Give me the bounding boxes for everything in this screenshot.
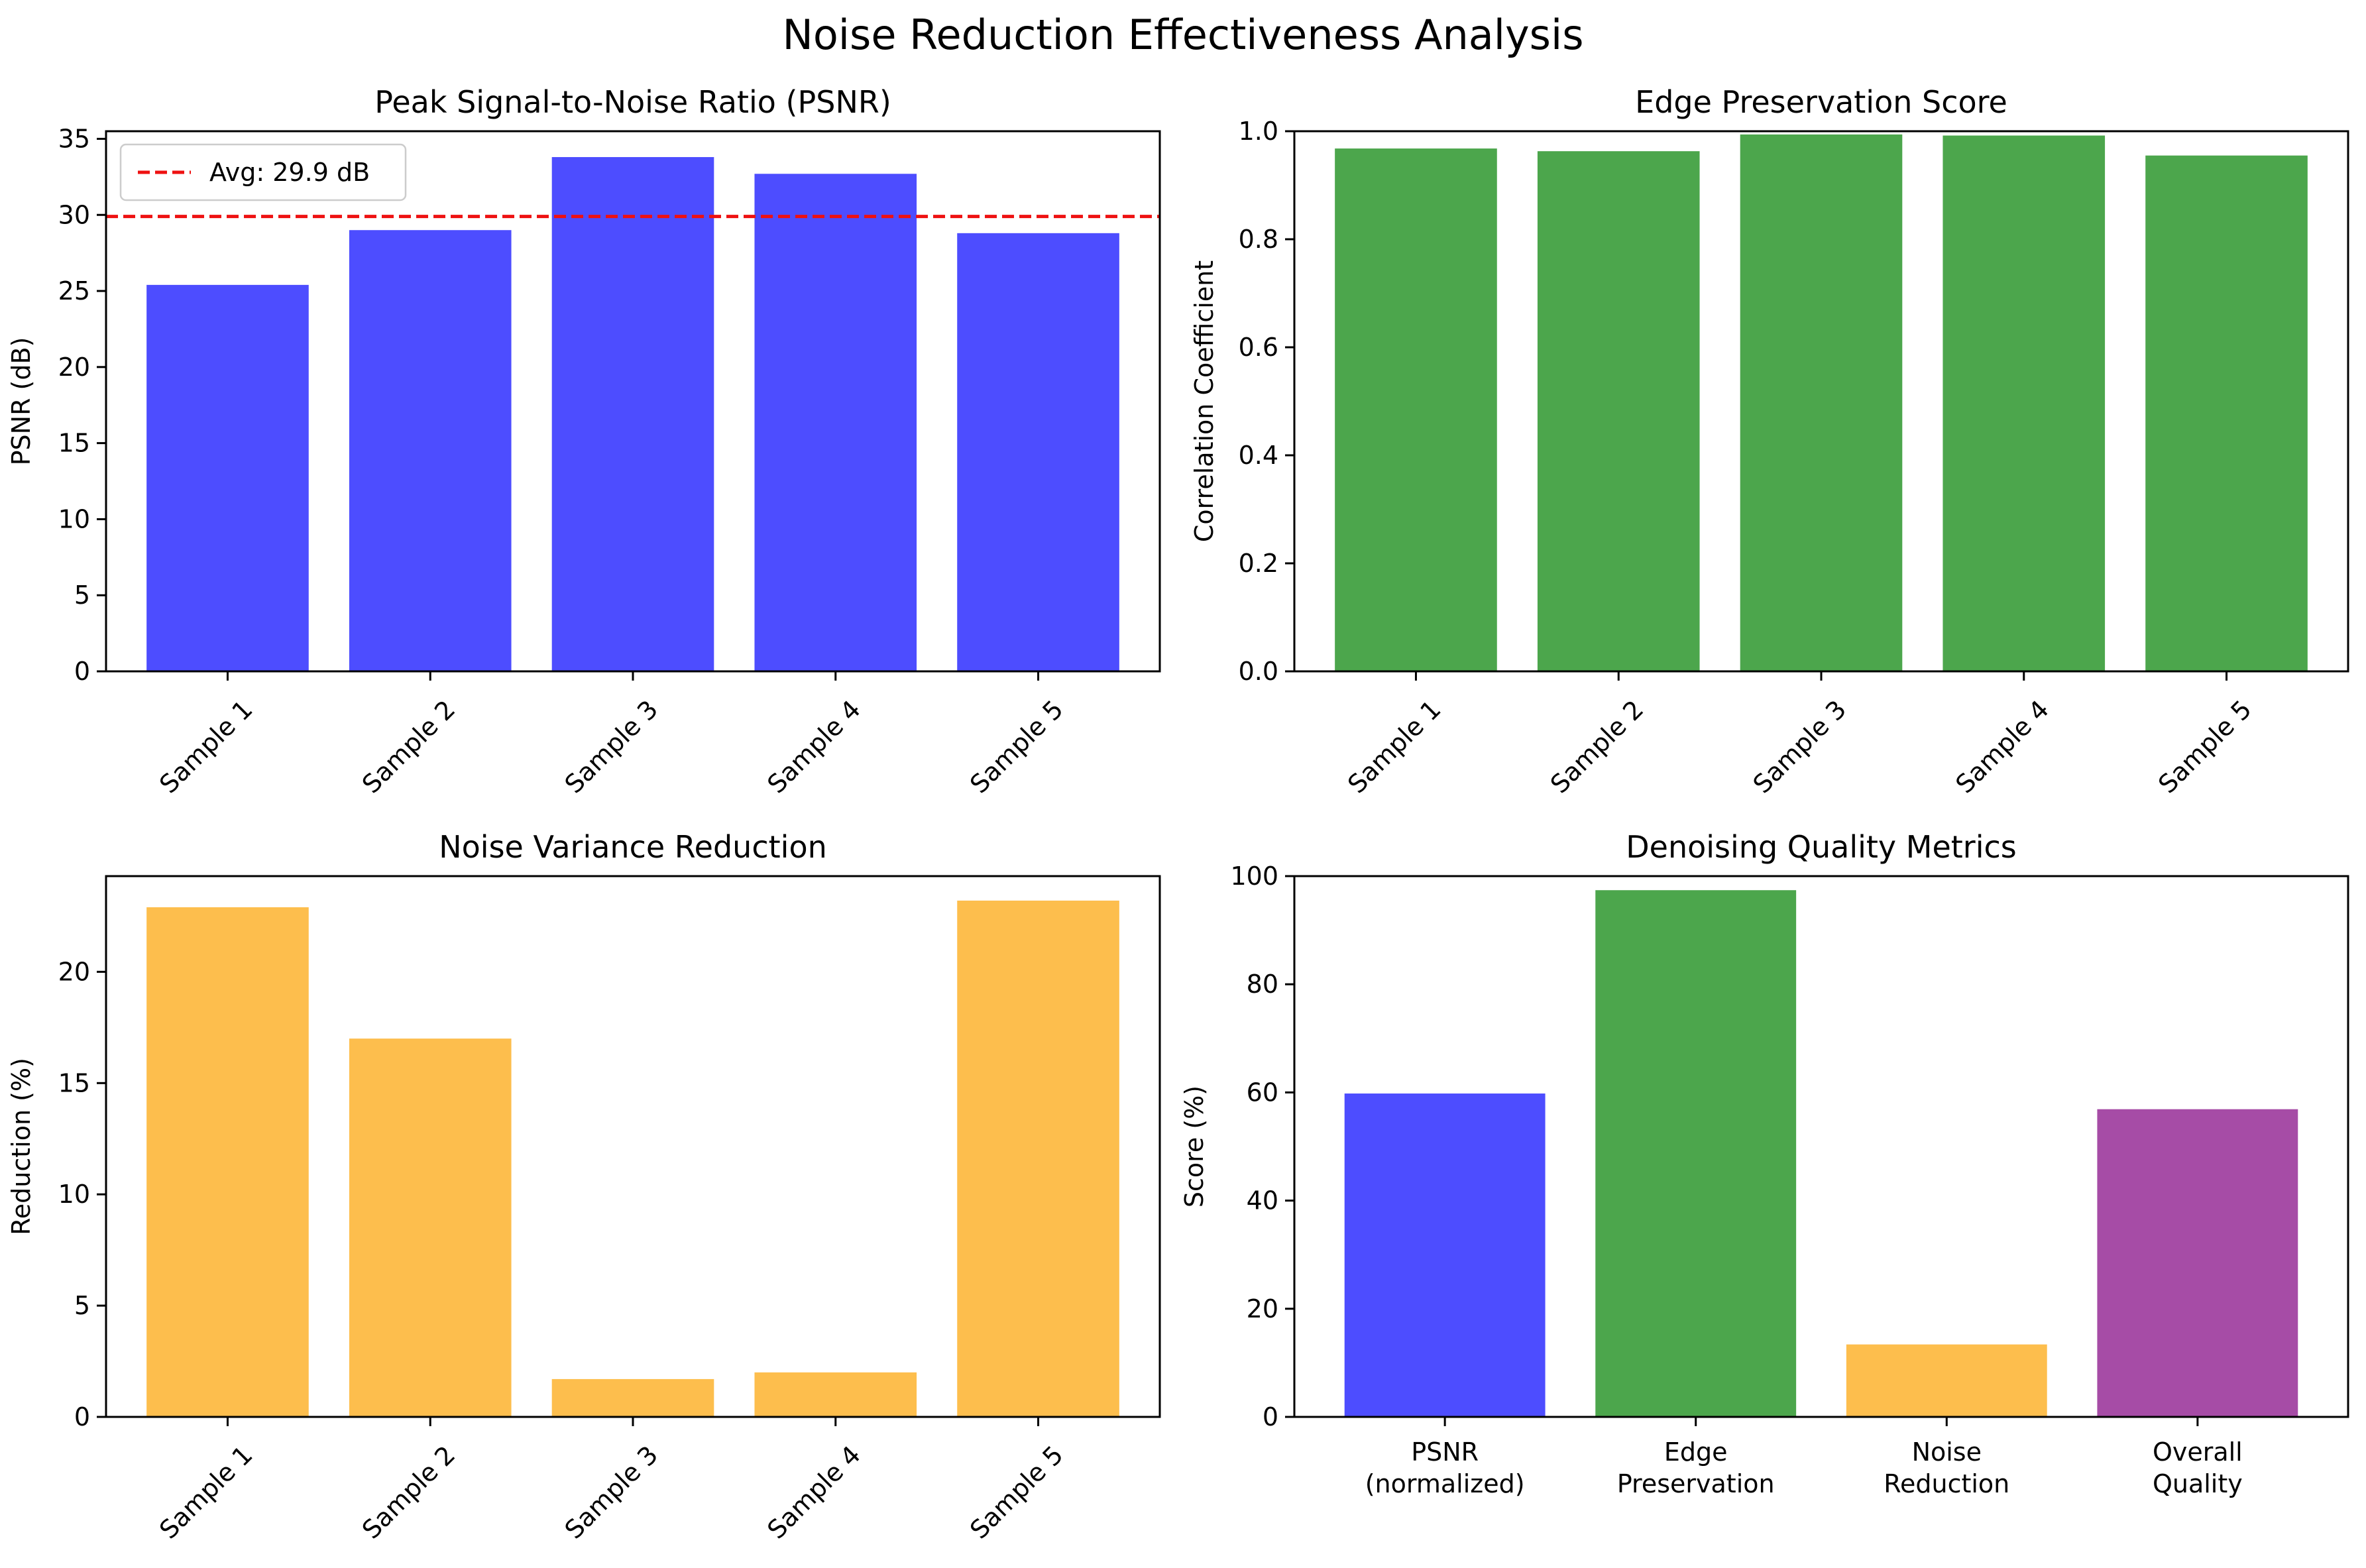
bar-noise-reduction	[1846, 1344, 2047, 1417]
y-tick-label: 20	[58, 353, 90, 382]
y-tick-label: 0.6	[1239, 333, 1278, 362]
legend: Avg: 29.9 dB	[119, 143, 407, 201]
bar-sample-4	[1943, 135, 2106, 671]
bar-edge-preservation	[1595, 890, 1797, 1417]
bar-sample-2	[349, 1038, 512, 1417]
bar-sample-5	[957, 900, 1119, 1417]
x-tick-label: Overall Quality	[2153, 1437, 2243, 1498]
y-tick-label: 10	[58, 1180, 90, 1209]
y-tick-label: 0	[74, 1402, 90, 1431]
bar-sample-1	[146, 907, 309, 1417]
x-tick-label: PSNR (normalized)	[1365, 1437, 1525, 1498]
y-tick-label: 0.2	[1239, 549, 1278, 578]
chart-title: Noise Variance Reduction	[439, 829, 827, 865]
bar-sample-5	[957, 233, 1119, 671]
y-tick-label: 5	[74, 581, 90, 610]
chart-title: Denoising Quality Metrics	[1626, 829, 2017, 865]
y-axis-label: Correlation Coefficient	[1190, 260, 1219, 542]
bar-sample-2	[1537, 151, 1700, 671]
y-tick-label: 15	[58, 429, 90, 458]
y-tick-label: 60	[1247, 1078, 1278, 1107]
bar-sample-1	[146, 284, 309, 671]
bar-sample-3	[1740, 134, 1903, 671]
y-tick-label: 0.0	[1239, 657, 1278, 686]
y-tick-label: 15	[58, 1068, 90, 1097]
legend-label: Avg: 29.9 dB	[209, 158, 370, 187]
bar-overall-quality	[2097, 1109, 2298, 1417]
y-tick-label: 0	[74, 657, 90, 686]
chart-title: Edge Preservation Score	[1635, 84, 2007, 120]
y-tick-label: 20	[58, 957, 90, 986]
chart-4: 0 20 40 60 80 100 PSNR (normalized) Edge Preserva…	[1180, 829, 2349, 1498]
figure-title: Noise Reduction Effectiveness Analysis	[782, 11, 1583, 59]
bar-sample-3	[551, 1378, 714, 1417]
y-tick-label: 80	[1247, 970, 1278, 999]
y-tick-label: 30	[58, 200, 90, 229]
y-tick-label: 40	[1247, 1186, 1278, 1215]
legend-box	[119, 143, 407, 201]
x-tick-label: Noise Reduction	[1884, 1437, 2009, 1498]
y-tick-label: 100	[1230, 862, 1278, 891]
y-axis-label: Reduction (%)	[7, 1058, 36, 1235]
bar-sample-4	[754, 174, 917, 671]
y-tick-label: 0.4	[1239, 441, 1278, 470]
axes-frame	[1293, 875, 2349, 1418]
y-tick-label: 0	[1263, 1402, 1278, 1431]
y-tick-label: 1.0	[1239, 117, 1278, 146]
bar-sample-5	[2145, 155, 2308, 672]
y-axis-label: PSNR (dB)	[7, 337, 36, 466]
x-tick-label: Edge Preservation	[1617, 1437, 1775, 1498]
y-tick-label: 0.8	[1239, 225, 1278, 254]
y-tick-label: 25	[58, 276, 90, 306]
bar-sample-4	[754, 1372, 917, 1417]
bar-sample-2	[349, 230, 512, 671]
y-tick-label: 35	[58, 124, 90, 153]
bar-sample-1	[1335, 148, 1497, 671]
y-tick-label: 10	[58, 504, 90, 533]
chart-title: Peak Signal-to-Noise Ratio (PSNR)	[374, 84, 891, 120]
y-tick-label: 5	[74, 1291, 90, 1320]
bar-sample-3	[551, 157, 714, 671]
y-tick-label: 20	[1247, 1294, 1278, 1323]
bar-psnr-normalized	[1344, 1093, 1546, 1417]
y-axis-label: Score (%)	[1180, 1086, 1209, 1207]
